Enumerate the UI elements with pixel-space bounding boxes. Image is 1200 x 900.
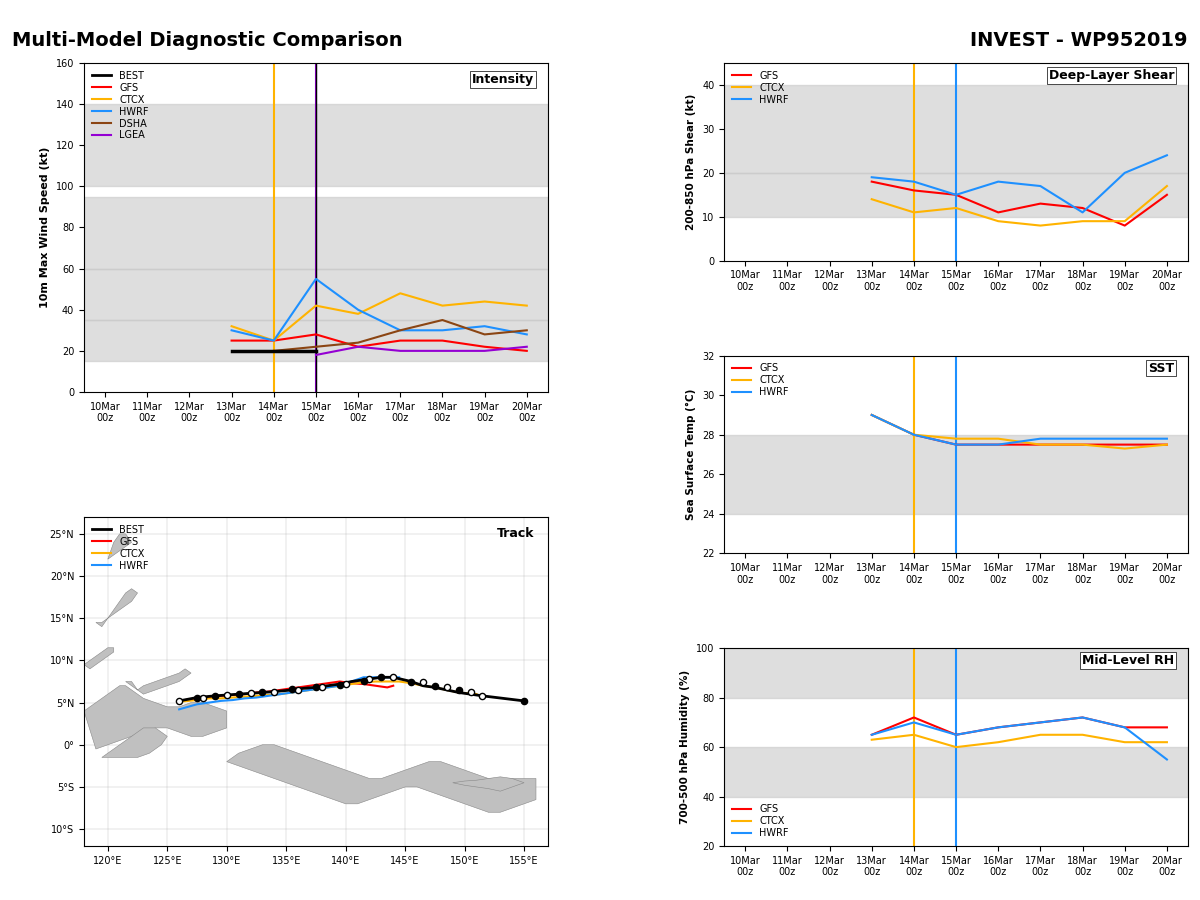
Text: Multi-Model Diagnostic Comparison: Multi-Model Diagnostic Comparison — [12, 32, 403, 50]
Point — [217, 688, 236, 702]
Y-axis label: 700-500 hPa Humidity (%): 700-500 hPa Humidity (%) — [680, 670, 690, 824]
Point — [253, 685, 272, 699]
Bar — [724, 435, 1188, 514]
Point — [187, 690, 206, 705]
Bar — [84, 320, 548, 361]
Y-axis label: 10m Max Wind Speed (kt): 10m Max Wind Speed (kt) — [41, 147, 50, 308]
Legend: GFS, CTCX, HWRF: GFS, CTCX, HWRF — [728, 68, 792, 108]
Point — [205, 688, 224, 703]
Text: Deep-Layer Shear: Deep-Layer Shear — [1049, 69, 1174, 82]
Point — [265, 684, 284, 698]
Point — [461, 685, 480, 699]
Point — [241, 686, 260, 700]
Bar — [724, 648, 1188, 698]
Bar — [84, 197, 548, 268]
Point — [354, 673, 373, 688]
Point — [437, 680, 456, 695]
Point — [330, 678, 349, 692]
Text: SST: SST — [1148, 362, 1174, 374]
Point — [193, 690, 212, 705]
Legend: GFS, CTCX, HWRF: GFS, CTCX, HWRF — [728, 801, 792, 842]
Bar — [724, 173, 1188, 217]
Point — [384, 670, 403, 685]
Point — [473, 688, 492, 703]
Point — [169, 694, 188, 708]
Text: Intensity: Intensity — [472, 73, 534, 86]
Bar — [84, 104, 548, 186]
Text: INVEST - WP952019: INVEST - WP952019 — [971, 32, 1188, 50]
Y-axis label: 200-850 hPa Shear (kt): 200-850 hPa Shear (kt) — [686, 94, 696, 230]
Point — [306, 680, 325, 694]
Text: Mid-Level RH: Mid-Level RH — [1082, 654, 1174, 667]
Text: Track: Track — [497, 526, 534, 540]
Point — [229, 687, 248, 701]
Bar — [724, 85, 1188, 173]
Polygon shape — [96, 589, 138, 626]
Point — [312, 680, 331, 695]
Point — [372, 670, 391, 685]
Bar — [84, 268, 548, 320]
Polygon shape — [126, 669, 191, 694]
Polygon shape — [452, 777, 524, 791]
Polygon shape — [227, 745, 536, 813]
Point — [413, 674, 432, 688]
Polygon shape — [84, 648, 114, 669]
Point — [515, 694, 534, 708]
Legend: BEST, GFS, CTCX, HWRF: BEST, GFS, CTCX, HWRF — [89, 522, 151, 573]
Polygon shape — [108, 534, 132, 559]
Point — [360, 671, 379, 686]
Point — [449, 683, 468, 698]
Polygon shape — [102, 728, 167, 758]
Polygon shape — [84, 686, 227, 749]
Point — [336, 677, 355, 691]
Legend: BEST, GFS, CTCX, HWRF, DSHA, LGEA: BEST, GFS, CTCX, HWRF, DSHA, LGEA — [89, 68, 151, 143]
Bar — [724, 747, 1188, 796]
Point — [288, 683, 307, 698]
Y-axis label: Sea Surface Temp (°C): Sea Surface Temp (°C) — [686, 389, 696, 520]
Point — [402, 674, 421, 688]
Point — [425, 679, 444, 693]
Legend: GFS, CTCX, HWRF: GFS, CTCX, HWRF — [728, 361, 792, 400]
Point — [282, 682, 301, 697]
